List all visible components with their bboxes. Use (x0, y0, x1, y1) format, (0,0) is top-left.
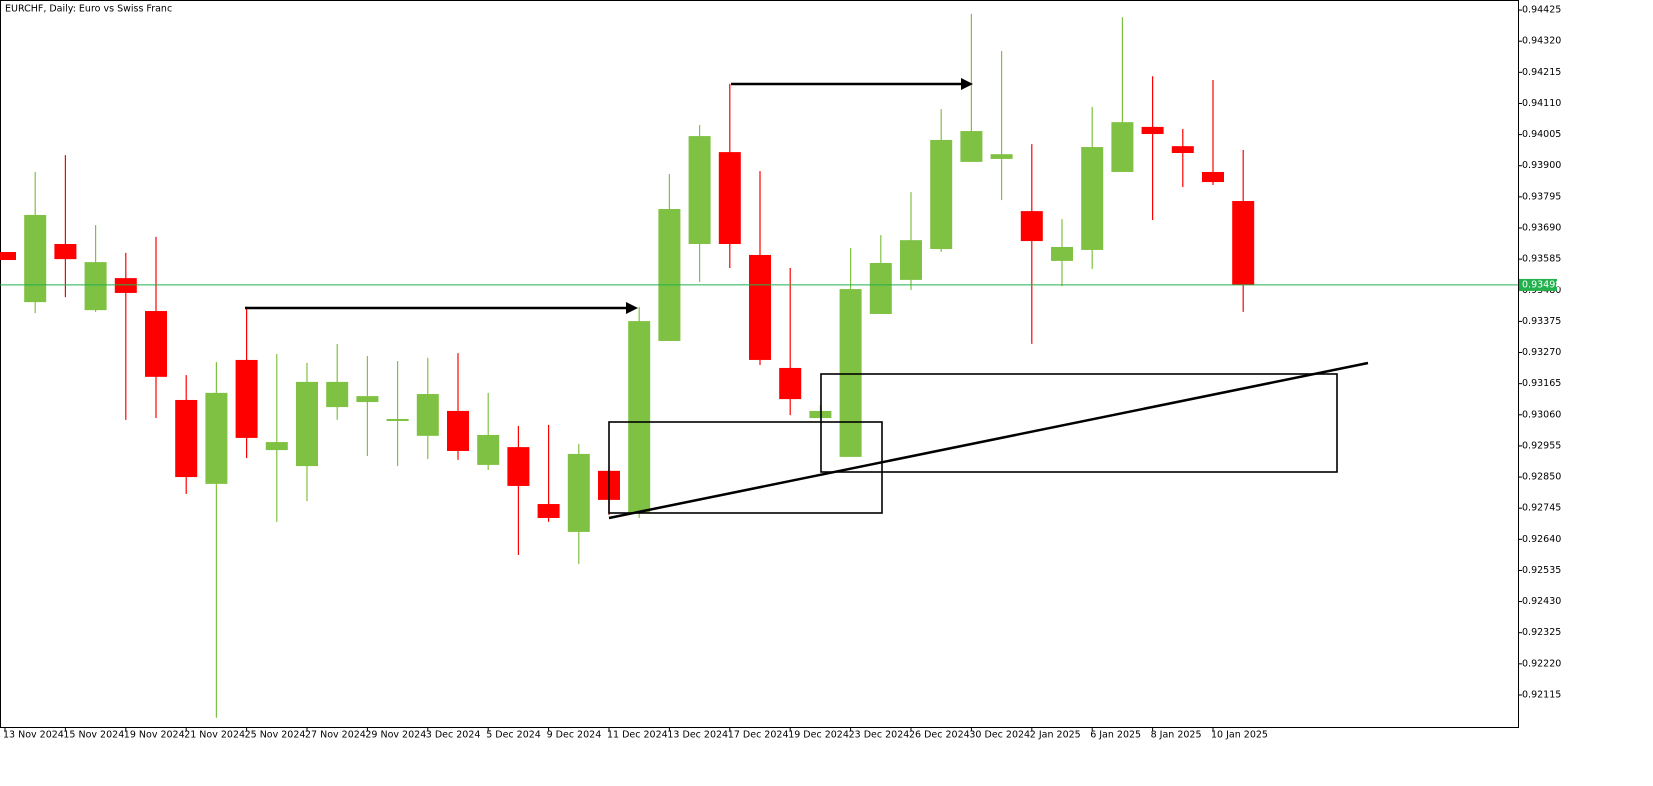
x-tick-label: 27 Nov 2024 (305, 730, 366, 741)
x-tick-label: 25 Nov 2024 (245, 730, 306, 741)
candle-body (839, 289, 862, 457)
y-tick-label: 0.92430 (1522, 596, 1561, 607)
y-tick-label: 0.93270 (1522, 347, 1561, 358)
y-tick-label: 0.93690 (1522, 223, 1561, 234)
y-tick-label: 0.94110 (1522, 98, 1561, 109)
x-tick-label: 6 Jan 2025 (1090, 730, 1141, 741)
arrow-head (961, 78, 973, 90)
y-tick-label: 0.94320 (1522, 36, 1561, 47)
y-tick-label: 0.93165 (1522, 378, 1561, 389)
x-tick-label: 30 Dec 2024 (969, 730, 1030, 741)
candle-body (416, 394, 439, 436)
y-tick-label: 0.94005 (1522, 129, 1561, 140)
candle-body (296, 381, 318, 467)
candle-body (175, 399, 198, 478)
x-tick-label: 29 Nov 2024 (365, 730, 426, 741)
candle-body (145, 311, 167, 377)
candle-body (114, 278, 137, 293)
x-tick-label: 17 Dec 2024 (728, 730, 789, 741)
candle-body (235, 359, 258, 438)
candle-body (990, 154, 1013, 159)
x-tick-label: 19 Nov 2024 (124, 730, 185, 741)
y-tick-label: 0.92850 (1522, 472, 1561, 483)
candle-body (1111, 122, 1134, 172)
candles (0, 13, 1255, 718)
candle-body (658, 209, 681, 341)
candle-body (718, 152, 741, 245)
candle-body (567, 453, 590, 532)
y-tick-label: 0.92535 (1522, 565, 1561, 576)
y-tick-label: 0.93900 (1522, 160, 1561, 171)
candle-body (1171, 146, 1194, 153)
y-tick-label: 0.92115 (1522, 689, 1561, 700)
candle-body (265, 442, 288, 451)
y-tick-label: 0.93375 (1522, 316, 1561, 327)
chart-title: EURCHF, Daily: Euro vs Swiss Franc (5, 4, 172, 15)
x-tick-label: 26 Dec 2024 (909, 730, 970, 741)
zone-box (820, 373, 1338, 473)
candle-body (326, 381, 349, 408)
candle-body (749, 254, 771, 360)
x-tick-label: 10 Jan 2025 (1211, 730, 1268, 741)
candle-body (1051, 246, 1073, 261)
candle-body (356, 396, 379, 403)
x-tick-label: 21 Nov 2024 (184, 730, 245, 741)
candle-body (930, 139, 953, 250)
y-tick-label: 0.92955 (1522, 440, 1561, 451)
candle-body (688, 136, 711, 245)
y-tick-label: 0.94215 (1522, 67, 1561, 78)
y-tick-label: 0.93060 (1522, 409, 1561, 420)
candle-body (960, 131, 983, 162)
y-tick-label: 0.92745 (1522, 503, 1561, 514)
y-tick-label: 0.92220 (1522, 658, 1561, 669)
x-tick-label: 8 Jan 2025 (1151, 730, 1202, 741)
x-tick-label: 5 Dec 2024 (486, 730, 541, 741)
last-price-tag (1519, 278, 1557, 291)
candle-body (1232, 201, 1255, 285)
candle-body (869, 262, 892, 314)
candle-body (1202, 171, 1224, 183)
drawings (245, 78, 1369, 520)
candle-body (1141, 126, 1164, 135)
x-tick-label: 11 Dec 2024 (607, 730, 668, 741)
candle-body (900, 240, 922, 280)
x-tick-label: 13 Nov 2024 (3, 730, 64, 741)
x-tick-label: 23 Dec 2024 (849, 730, 910, 741)
candle-body (628, 321, 651, 513)
candle-body (54, 244, 77, 260)
x-tick-label: 13 Dec 2024 (667, 730, 728, 741)
y-tick-label: 0.94425 (1522, 5, 1561, 16)
candle-body (447, 410, 469, 451)
candle-body (477, 434, 500, 465)
last-price-label: 0.93498 (1522, 279, 1561, 290)
zone-box (608, 421, 883, 514)
candle-body (537, 504, 560, 518)
candle-body (386, 418, 409, 422)
y-tick-label: 0.93795 (1522, 191, 1561, 202)
candle-body (1020, 211, 1043, 242)
candle-body (0, 252, 16, 261)
candle-body (24, 214, 47, 303)
x-tick-label: 2 Jan 2025 (1030, 730, 1081, 741)
x-tick-label: 9 Dec 2024 (547, 730, 602, 741)
arrow-head (626, 302, 638, 314)
trend-line (608, 361, 1369, 520)
candle-body (779, 367, 802, 400)
candle-body (84, 262, 107, 311)
y-tick-label: 0.93585 (1522, 254, 1561, 265)
candle-body (205, 392, 228, 484)
x-tick-label: 3 Dec 2024 (426, 730, 481, 741)
x-tick-label: 19 Dec 2024 (788, 730, 849, 741)
candle-body (507, 447, 530, 486)
candle-body (1081, 147, 1104, 250)
y-tick-label: 0.92325 (1522, 627, 1561, 638)
y-tick-label: 0.92640 (1522, 534, 1561, 545)
x-tick-label: 15 Nov 2024 (63, 730, 124, 741)
